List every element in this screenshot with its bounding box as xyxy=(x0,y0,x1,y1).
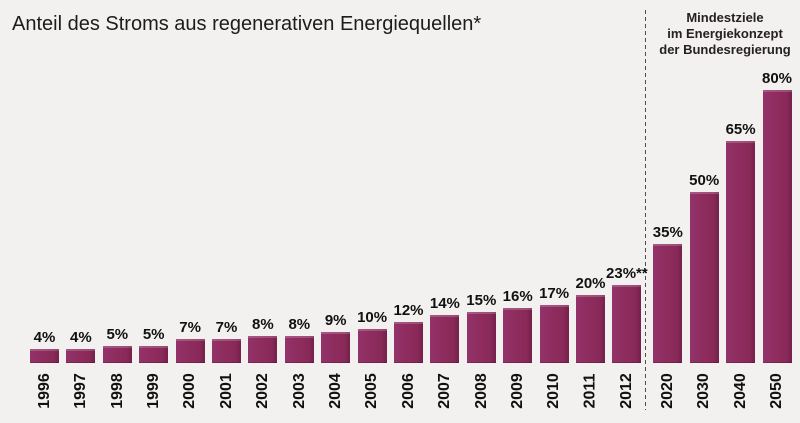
x-axis-label-2007: 2007 xyxy=(435,373,453,409)
bar-2002 xyxy=(248,336,278,363)
target-annotation-line: im Energiekonzept xyxy=(667,26,783,41)
x-axis-label-2006: 2006 xyxy=(399,373,417,409)
x-axis-label-2001: 2001 xyxy=(217,373,235,409)
bar-value-label-1997: 4% xyxy=(70,329,92,346)
bar-2010 xyxy=(539,305,569,363)
bar-2012 xyxy=(612,285,642,363)
bar-2040 xyxy=(726,141,756,363)
x-axis-label-2040: 2040 xyxy=(731,373,749,409)
chart-title: Anteil des Stroms aus regenerativen Ener… xyxy=(12,13,482,35)
bar-2004 xyxy=(321,332,351,363)
bar-2008 xyxy=(466,312,496,363)
bar-2030 xyxy=(689,192,719,363)
bar-value-label-2000: 7% xyxy=(179,319,201,336)
x-axis-label-2020: 2020 xyxy=(658,373,676,409)
x-axis-label-2008: 2008 xyxy=(472,373,490,409)
bar-2020 xyxy=(653,244,683,363)
bar-value-label-2008: 15% xyxy=(466,292,497,309)
target-annotation-line: der Bundesregierung xyxy=(659,42,791,57)
x-axis-label-2030: 2030 xyxy=(695,373,713,409)
bar-value-label-2007: 14% xyxy=(429,295,460,312)
bar-value-label-2004: 9% xyxy=(324,312,347,329)
x-axis-label-2002: 2002 xyxy=(253,373,271,409)
bar-2007 xyxy=(430,315,460,363)
bar-1999 xyxy=(139,346,169,363)
bar-value-label-2011: 20% xyxy=(575,275,606,292)
bar-value-label-2050: 80% xyxy=(761,70,793,87)
x-axis-label-2000: 2000 xyxy=(181,373,199,409)
bar-value-label-2010: 17% xyxy=(539,285,570,302)
bar-2009 xyxy=(503,308,533,363)
bar-1996 xyxy=(30,349,59,363)
target-divider-dashed-line xyxy=(645,10,646,410)
x-axis-label-2004: 2004 xyxy=(326,373,344,409)
x-axis-label-1998: 1998 xyxy=(108,373,126,409)
target-annotation: Mindestziele im Energiekonzept der Bunde… xyxy=(652,10,798,58)
x-axis-label-2003: 2003 xyxy=(290,373,308,409)
x-axis-label-1999: 1999 xyxy=(144,373,162,409)
bar-2001 xyxy=(212,339,241,363)
x-axis-label-2050: 2050 xyxy=(768,373,785,409)
bar-value-label-2003: 8% xyxy=(288,316,311,333)
bar-value-label-1999: 5% xyxy=(142,326,165,343)
x-axis-label-2012: 2012 xyxy=(617,373,635,409)
x-axis-label-2009: 2009 xyxy=(508,373,526,409)
bar-value-label-2005: 10% xyxy=(357,309,388,326)
x-axis-label-1997: 1997 xyxy=(71,373,89,409)
bar-value-label-1998: 5% xyxy=(106,326,129,343)
bar-value-label-1996: 4% xyxy=(33,329,56,346)
bar-1997 xyxy=(66,349,96,363)
bar-2050 xyxy=(762,90,792,363)
target-annotation-line: Mindestziele xyxy=(686,10,764,25)
bar-2011 xyxy=(576,295,605,363)
bar-value-label-2009: 16% xyxy=(502,288,533,305)
bar-value-label-2002: 8% xyxy=(252,316,274,333)
bar-value-label-2030: 50% xyxy=(689,172,720,189)
bar-value-label-2040: 65% xyxy=(725,121,756,138)
bar-value-label-2020: 35% xyxy=(652,224,683,241)
bar-value-label-2006: 12% xyxy=(393,302,424,319)
x-axis-label-2010: 2010 xyxy=(545,373,563,409)
bar-2005 xyxy=(357,329,387,363)
x-axis-label-2011: 2011 xyxy=(581,373,599,409)
bar-value-label-2001: 7% xyxy=(215,319,238,336)
x-axis-label-2005: 2005 xyxy=(363,373,381,409)
bar-value-label-2012: 23%** xyxy=(606,265,648,282)
bar-2000 xyxy=(175,339,205,363)
bar-1998 xyxy=(102,346,132,363)
bar-2003 xyxy=(284,336,314,363)
bar-2006 xyxy=(394,322,423,363)
x-axis-label-1996: 1996 xyxy=(35,373,53,409)
